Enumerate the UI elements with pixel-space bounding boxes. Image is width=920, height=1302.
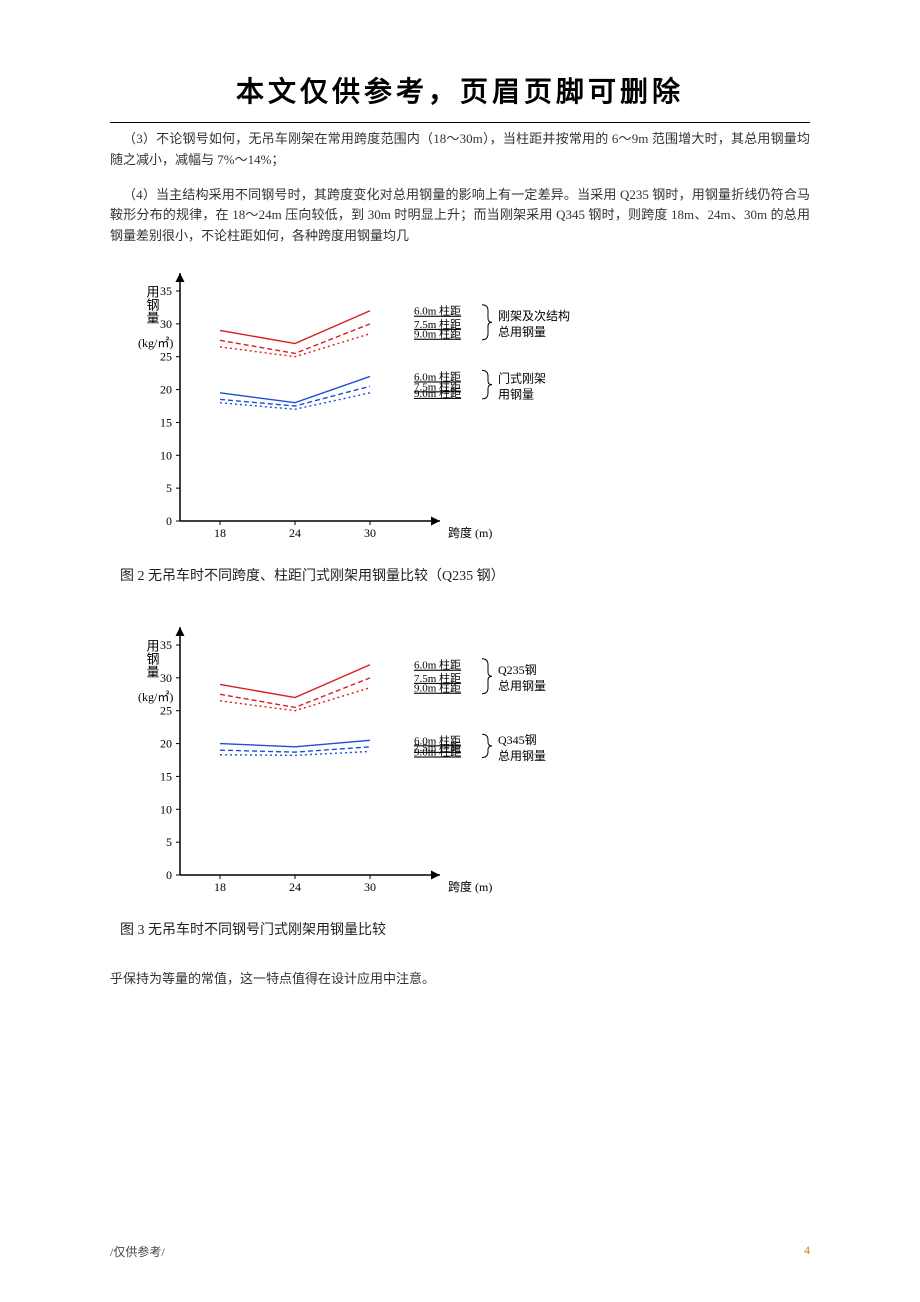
svg-text:18: 18 [214, 880, 226, 894]
svg-text:35: 35 [160, 284, 172, 298]
svg-text:30: 30 [160, 317, 172, 331]
svg-text:25: 25 [160, 350, 172, 364]
svg-text:10: 10 [160, 448, 172, 462]
svg-text:跨度 (m): 跨度 (m) [448, 879, 492, 894]
svg-text:9.0m 柱距: 9.0m 柱距 [414, 681, 461, 695]
svg-text:20: 20 [160, 737, 172, 751]
svg-text:总用钢量: 总用钢量 [498, 749, 546, 763]
paragraph-3: （3）不论钢号如何，无吊车刚架在常用跨度范围内（18～30m），当柱距并按常用的… [110, 129, 810, 171]
svg-text:门式刚架: 门式刚架 [498, 371, 546, 386]
svg-text:跨度 (m): 跨度 (m) [448, 525, 492, 540]
svg-text:刚架及次结构: 刚架及次结构 [498, 308, 570, 323]
svg-text:用钢量: 用钢量 [498, 388, 534, 402]
svg-text:15: 15 [160, 769, 172, 783]
svg-text:6.0m 柱距: 6.0m 柱距 [414, 658, 461, 672]
figure-2-chart: 05101520253035182430用钢量(kg/㎡)跨度 (m)6.0m … [110, 261, 610, 561]
footer-page-number: 4 [804, 1243, 810, 1260]
svg-text:用钢量: 用钢量 [145, 285, 160, 324]
figure-3-chart: 05101520253035182430用钢量(kg/㎡)跨度 (m)6.0m … [110, 615, 610, 915]
svg-text:30: 30 [364, 880, 376, 894]
svg-text:24: 24 [289, 880, 301, 894]
page-header-title: 本文仅供参考，页眉页脚可删除 [110, 70, 810, 110]
svg-text:Q235钢: Q235钢 [498, 663, 537, 677]
svg-text:30: 30 [160, 671, 172, 685]
svg-text:30: 30 [364, 526, 376, 540]
svg-text:24: 24 [289, 526, 301, 540]
figure-2-caption: 图 2 无吊车时不同跨度、柱距门式刚架用钢量比较（Q235 钢） [120, 565, 810, 585]
svg-text:0: 0 [166, 868, 172, 882]
svg-text:Q345钢: Q345钢 [498, 733, 537, 747]
svg-text:20: 20 [160, 383, 172, 397]
paragraph-4: （4）当主结构采用不同钢号时，其跨度变化对总用钢量的影响上有一定差异。当采用 Q… [110, 185, 810, 247]
svg-text:用钢量: 用钢量 [145, 639, 160, 678]
svg-text:18: 18 [214, 526, 226, 540]
svg-text:总用钢量: 总用钢量 [498, 325, 546, 339]
page-footer: /仅供参考/ 4 [110, 1243, 810, 1260]
svg-text:9.0m 柱距: 9.0m 柱距 [414, 744, 461, 758]
svg-text:9.0m 柱距: 9.0m 柱距 [414, 327, 461, 341]
svg-text:25: 25 [160, 704, 172, 718]
svg-text:5: 5 [166, 481, 172, 495]
svg-text:总用钢量: 总用钢量 [498, 679, 546, 693]
svg-text:9.0m 柱距: 9.0m 柱距 [414, 386, 461, 400]
svg-text:10: 10 [160, 802, 172, 816]
figure-3-caption: 图 3 无吊车时不同钢号门式刚架用钢量比较 [120, 919, 810, 939]
svg-text:15: 15 [160, 415, 172, 429]
footer-left: /仅供参考/ [110, 1243, 165, 1260]
svg-text:(kg/㎡): (kg/㎡) [138, 690, 173, 704]
svg-text:35: 35 [160, 638, 172, 652]
figure-3-container: 05101520253035182430用钢量(kg/㎡)跨度 (m)6.0m … [110, 615, 610, 915]
figure-2-container: 05101520253035182430用钢量(kg/㎡)跨度 (m)6.0m … [110, 261, 610, 561]
paragraph-continuation: 乎保持为等量的常值，这一特点值得在设计应用中注意。 [110, 969, 810, 990]
svg-text:6.0m 柱距: 6.0m 柱距 [414, 304, 461, 318]
svg-text:0: 0 [166, 514, 172, 528]
header-rule [110, 122, 810, 123]
svg-text:5: 5 [166, 835, 172, 849]
svg-text:(kg/㎡): (kg/㎡) [138, 336, 173, 350]
